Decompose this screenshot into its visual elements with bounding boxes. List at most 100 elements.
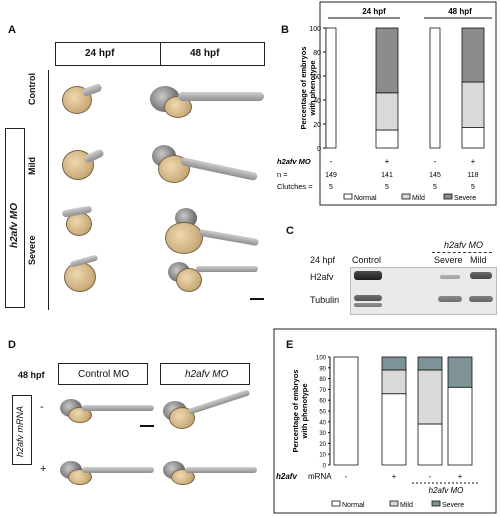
y-tick-label: 10 (319, 453, 326, 459)
bar-segment-normal (381, 393, 407, 466)
panel-b: B 0 20 40 60 80 100 Percentage of embryoswith … (272, 0, 500, 215)
bar-segment-mild (461, 81, 485, 128)
blot-mo-label: h2afv MO (444, 240, 484, 250)
row-control: Control (27, 73, 37, 105)
band-tubulin-control (354, 295, 382, 301)
bar-segment-mild (417, 369, 443, 425)
n-value: 141 (381, 172, 393, 179)
clutch-value: 5 (471, 184, 475, 191)
y-tick-label: 20 (319, 442, 326, 448)
scale-bar (250, 298, 264, 300)
y-tick-label: 30 (319, 431, 326, 437)
bar-segment-normal (429, 27, 441, 149)
legend-label: Severe (442, 502, 464, 509)
bar-segment-normal (417, 423, 443, 466)
bar-segment-mild (375, 92, 399, 131)
legend-label: Normal (342, 502, 365, 509)
embryo-control-48 (150, 82, 265, 120)
bar-segment-severe (447, 356, 473, 388)
d-minus: - (40, 401, 44, 413)
y-tick-label: 60 (319, 399, 326, 405)
mo-value: + (471, 157, 476, 166)
bar-segment-normal (375, 129, 399, 149)
legend-label: Severe (454, 195, 476, 202)
h2afv-mo-label: h2afv MO (185, 369, 229, 380)
legend-swatch (443, 193, 453, 200)
embryo-d-h2afv-plus (163, 457, 258, 487)
band-tubulin-mild (469, 296, 493, 302)
clutch-value: 5 (385, 184, 389, 191)
legend-swatch (331, 500, 341, 507)
n-value: 149 (325, 172, 337, 179)
embryo-mild-48 (150, 145, 260, 187)
panel-a-letter: A (8, 24, 16, 36)
band-h2afv-mild (470, 272, 492, 279)
panel-c: C h2afv MO 24 hpf Control Severe Mild H2… (272, 215, 500, 317)
embryo-d-control-minus (60, 395, 155, 425)
panel-e-frame (273, 328, 497, 514)
panel-e: E 0 10 20 30 40 50 60 70 80 90 100 Percentage of em… (272, 325, 500, 517)
n-row-label: n = (277, 170, 288, 179)
panel-c-letter: C (286, 225, 294, 237)
clutch-value: 5 (433, 184, 437, 191)
panel-e-letter: E (286, 339, 294, 351)
group-48-label: 48 hpf (448, 7, 472, 16)
bar-segment-severe (381, 356, 407, 371)
legend-swatch (389, 500, 399, 507)
band-h2afv-severe (440, 275, 460, 279)
y-tick-label: 100 (316, 356, 327, 362)
blot-row-tubulin: Tubulin (310, 295, 340, 305)
n-value: 145 (429, 172, 441, 179)
y-tick-label: 70 (319, 388, 326, 394)
blot-time: 24 hpf (310, 255, 336, 265)
blot-mo-underline (432, 252, 492, 253)
chart-e: 0 10 20 30 40 50 60 70 80 90 100 Percentage of embr… (273, 328, 497, 514)
clutches-row-label: Clutches = (277, 182, 313, 191)
band-tubulin-control-2 (354, 303, 382, 307)
mrna-side-box (12, 395, 32, 465)
embryo-severe-48a (165, 208, 260, 254)
clutch-value: 5 (329, 184, 333, 191)
panel-b-frame (319, 1, 497, 206)
y-tick-label: 60 (313, 74, 321, 81)
embryo-severe-24b (60, 254, 104, 294)
band-h2afv-control (354, 271, 382, 280)
bar-segment-mild (381, 369, 407, 395)
bar-segment-normal (461, 127, 485, 149)
h2afv-mo-box (160, 363, 250, 385)
y-axis-label: Percentage of embryoswith phenotype (291, 370, 309, 453)
control-mo-label: Control MO (78, 369, 130, 380)
chart-b: 0 20 40 60 80 100 Percentage of embryoswith ph… (277, 1, 497, 206)
h2afv-mo-side-box (5, 128, 25, 308)
bar-segment-severe (417, 356, 443, 371)
bar-segment-normal (447, 386, 473, 466)
mo-value: - (434, 157, 437, 166)
y-tick-label: 0 (317, 146, 321, 153)
legend-swatch (343, 193, 353, 200)
embryo-mild-24 (62, 148, 105, 182)
embryo-severe-48b (168, 258, 260, 294)
mrna-value: - (345, 472, 348, 481)
embryo-d-control-plus (60, 457, 155, 487)
panel-a: A 24 hpf 48 hpf Control Mild Severe h2af… (0, 0, 275, 318)
legend-label: Mild (400, 502, 413, 509)
panel-d-time: 48 hpf (18, 370, 45, 380)
legend-label: Mild (412, 195, 425, 202)
y-tick-label: 100 (309, 26, 321, 33)
panel-d-letter: D (8, 339, 16, 351)
n-value: 118 (467, 172, 478, 179)
embryo-control-24 (62, 82, 103, 114)
blot-severe: Severe (434, 255, 463, 265)
legend-swatch (431, 500, 441, 507)
band-tubulin-severe (438, 296, 462, 302)
blot-row-h2afv: H2afv (310, 272, 334, 282)
legend-label: Normal (354, 195, 377, 202)
group-24-label: 24 hpf (362, 7, 386, 16)
blot-mild: Mild (470, 255, 487, 265)
legend-swatch (401, 193, 411, 200)
y-tick-label: 80 (319, 377, 326, 383)
y-tick-label: 50 (319, 410, 326, 416)
mrna-value: + (392, 472, 397, 481)
mrna-value: - (429, 472, 432, 481)
embryo-severe-24a (61, 205, 102, 240)
